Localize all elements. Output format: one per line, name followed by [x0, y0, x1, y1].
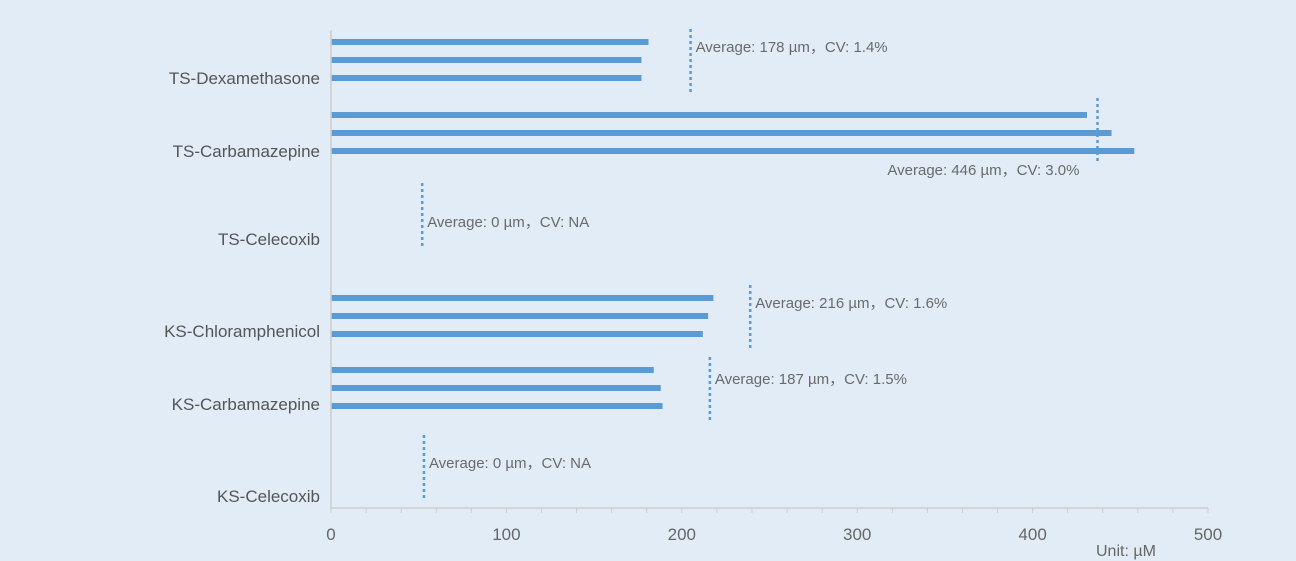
- category-label: KS-Chloramphenicol: [164, 322, 320, 341]
- x-tick-label: 400: [1018, 525, 1046, 544]
- x-tick-label: 100: [492, 525, 520, 544]
- x-tick-label: 300: [843, 525, 871, 544]
- x-ticks-group: 0 100 200 300 400 500: [326, 508, 1222, 544]
- average-annotation: Average: 216 µm，CV: 1.6%: [755, 295, 947, 312]
- bar: [331, 148, 1135, 154]
- bar: [331, 112, 1087, 118]
- bar: [331, 331, 703, 337]
- bar: [331, 75, 642, 81]
- average-annotation: Average: 178 µm，CV: 1.4%: [696, 39, 888, 56]
- annotations-group: Average: 178 µm，CV: 1.4% Average: 446 µm，…: [427, 39, 1079, 472]
- x-tick-label: 200: [668, 525, 696, 544]
- bar: [331, 313, 709, 319]
- category-label: TS-Celecoxib: [218, 230, 320, 249]
- category-label: TS-Dexamethasone: [169, 69, 320, 88]
- unit-label: Unit: µM: [1096, 543, 1156, 560]
- bar: [331, 39, 649, 45]
- average-annotation: Average: 0 µm，CV: NA: [427, 214, 589, 231]
- bar: [331, 385, 661, 391]
- bar: [331, 57, 642, 63]
- category-label: TS-Carbamazepine: [173, 142, 320, 161]
- bar: [331, 130, 1112, 136]
- category-label: KS-Celecoxib: [217, 487, 320, 506]
- bar: [331, 295, 714, 301]
- average-annotation: Average: 187 µm，CV: 1.5%: [715, 371, 907, 388]
- category-label: KS-Carbamazepine: [172, 395, 320, 414]
- bar: [331, 367, 654, 373]
- bars-group: [331, 39, 1135, 409]
- category-labels-group: TS-Dexamethasone TS-Carbamazepine TS-Celec…: [164, 69, 320, 506]
- average-annotation: Average: 446 µm，CV: 3.0%: [887, 162, 1079, 179]
- x-tick-label: 500: [1194, 525, 1222, 544]
- bar: [331, 403, 663, 409]
- average-annotation: Average: 0 µm，CV: NA: [429, 455, 591, 472]
- average-lines-group: [420, 29, 1099, 498]
- x-tick-label: 0: [326, 525, 335, 544]
